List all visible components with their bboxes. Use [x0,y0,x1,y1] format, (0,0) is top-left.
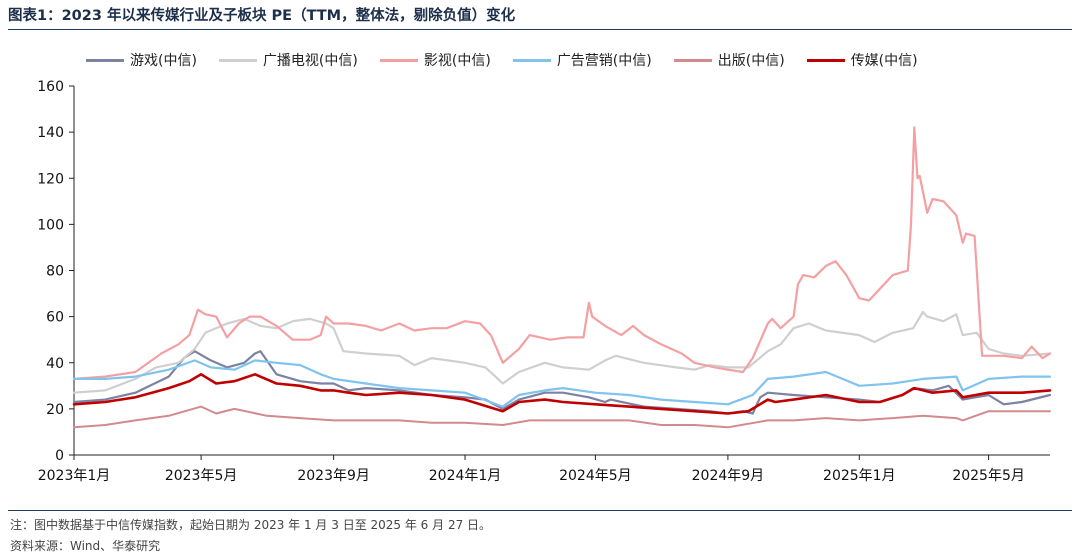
y-tick-label: 40 [46,356,64,372]
legend-label: 游戏(中信) [130,53,197,69]
x-tick-label: 2023年5月 [165,468,238,484]
legend-label: 广播电视(中信) [262,53,358,69]
legend-swatch [86,58,124,62]
series-line-4 [73,405,1051,429]
footnote: 注：图中数据基于中信传媒指数，起始日期为 2023 年 1 月 3 日至 202… [10,518,492,532]
x-tick-label: 2023年1月 [38,468,111,484]
legend-item-film: 影视(中信) [379,50,491,70]
series-line-1 [72,310,1052,394]
y-tick-label: 100 [37,217,64,233]
legend-swatch [379,58,418,62]
y-tick-label: 0 [55,448,64,464]
series-line-3 [72,359,1052,408]
y-tick-label: 140 [37,125,64,141]
series-line-5 [72,373,1052,415]
series-line-2 [72,126,1052,380]
x-tick-label: 2024年1月 [429,468,502,484]
x-tick-label: 2024年5月 [559,468,632,484]
line-chart: 0 20 40 60 80 100 120 140 160 2023年1月 2023年5月 2023年… [37,79,1052,484]
legend: 游戏(中信) 广播电视(中信) 影视(中信) 广告营销(中信) 出版(中信) 传… [86,50,940,70]
x-tick-label: 2025年5月 [952,468,1025,484]
y-tick-label: 60 [46,310,64,326]
legend-swatch [806,58,845,62]
legend-item-advertising: 广告营销(中信) [512,50,652,70]
legend-swatch [512,58,551,62]
x-tick-label: 2025年1月 [823,468,896,484]
legend-item-game: 游戏(中信) [86,50,197,70]
legend-swatch [673,58,712,62]
legend-label: 影视(中信) [423,53,491,69]
y-tick-label: 80 [46,264,64,280]
legend-label: 传媒(中信) [850,53,918,69]
legend-item-broadcast: 广播电视(中信) [218,50,358,70]
top-divider [8,29,1072,30]
x-tick-label: 2023年9月 [297,468,370,484]
bottom-divider [8,510,1072,511]
legend-item-publishing: 出版(中信) [673,50,785,70]
legend-label: 广告营销(中信) [556,53,652,69]
chart-title: 图表1：2023 年以来传媒行业及子板块 PE（TTM，整体法，剔除负值）变化 [8,8,516,24]
y-tick-label: 20 [46,402,64,418]
legend-item-media: 传媒(中信) [806,50,918,70]
legend-label: 出版(中信) [717,53,785,69]
source-note: 资料来源：Wind、华泰研究 [10,539,161,553]
x-tick-label: 2024年9月 [692,468,765,484]
y-tick-label: 120 [37,171,64,187]
legend-swatch [218,58,257,62]
y-tick-label: 160 [37,79,64,95]
